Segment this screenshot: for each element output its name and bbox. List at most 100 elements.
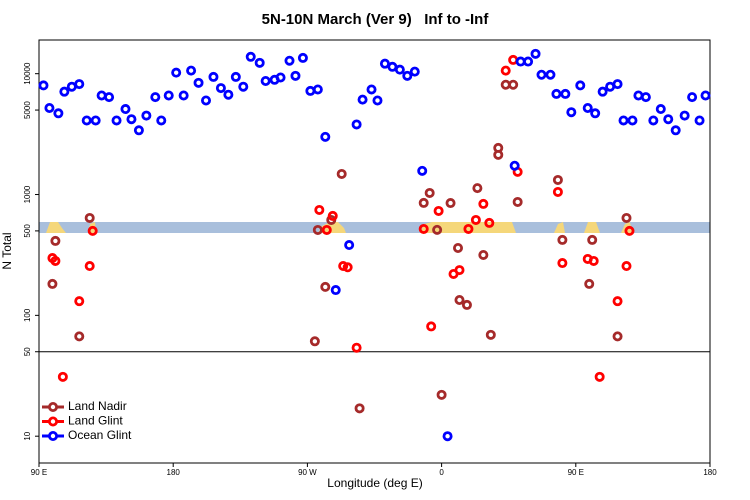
marker: [536, 69, 547, 80]
marker: [663, 114, 674, 125]
marker: [432, 224, 443, 235]
land-strip: [318, 222, 346, 233]
marker: [687, 92, 698, 103]
marker: [238, 81, 249, 92]
marker: [478, 249, 489, 260]
marker: [87, 225, 98, 236]
marker: [402, 70, 413, 81]
y-tick-label: 10000: [23, 62, 32, 85]
marker: [186, 65, 197, 76]
marker: [587, 234, 598, 245]
y-tick-label: 50: [23, 347, 32, 356]
marker: [321, 224, 332, 235]
marker: [557, 234, 568, 245]
marker: [454, 294, 465, 305]
marker: [57, 371, 68, 382]
marker: [453, 242, 464, 253]
marker: [309, 336, 320, 347]
marker: [461, 299, 472, 310]
marker: [597, 86, 608, 97]
marker: [648, 115, 659, 126]
marker: [44, 103, 55, 114]
marker: [612, 296, 623, 307]
marker: [621, 261, 632, 272]
x-tick-label: 180: [703, 468, 717, 477]
marker: [509, 160, 520, 171]
marker: [612, 79, 623, 90]
marker: [223, 89, 234, 100]
legend-label: Land Glint: [68, 414, 123, 428]
y-tick-label: 5000: [23, 101, 32, 119]
marker: [454, 265, 465, 276]
marker: [312, 84, 323, 95]
marker: [588, 255, 599, 266]
marker: [111, 115, 122, 126]
marker: [582, 103, 593, 114]
marker: [530, 48, 541, 59]
marker: [594, 371, 605, 382]
marker: [201, 95, 212, 106]
marker: [84, 261, 95, 272]
marker: [126, 114, 137, 125]
marker: [275, 72, 286, 83]
marker: [552, 186, 563, 197]
y-tick-label: 1000: [23, 185, 32, 203]
marker: [372, 95, 383, 106]
marker: [409, 66, 420, 77]
marker: [590, 108, 601, 119]
x-tick-label: 90 E: [568, 468, 584, 477]
marker: [445, 198, 456, 209]
marker: [470, 214, 481, 225]
ocean-strip: [39, 222, 710, 233]
marker: [47, 278, 58, 289]
marker: [74, 331, 85, 342]
marker: [342, 262, 353, 273]
marker: [545, 69, 556, 80]
marker: [679, 110, 690, 121]
y-axis-label: N Total: [0, 232, 14, 269]
marker: [141, 110, 152, 121]
marker: [624, 225, 635, 236]
plot-frame: [38, 39, 711, 464]
marker: [670, 125, 681, 136]
legend-marker: [48, 430, 59, 441]
marker: [700, 90, 711, 101]
marker: [150, 92, 161, 103]
marker: [627, 115, 638, 126]
marker: [314, 204, 325, 215]
marker: [394, 64, 405, 75]
marker: [74, 79, 85, 90]
marker: [254, 57, 265, 68]
marker: [472, 183, 483, 194]
marker: [290, 70, 301, 81]
land-strip: [46, 222, 66, 233]
marker: [133, 125, 144, 136]
marker: [104, 92, 115, 103]
marker: [74, 296, 85, 307]
marker: [351, 119, 362, 130]
marker: [208, 71, 219, 82]
marker: [551, 88, 562, 99]
x-axis-label: Longitude (deg E): [327, 476, 422, 490]
marker: [297, 52, 308, 63]
marker: [59, 86, 70, 97]
marker: [640, 92, 651, 103]
marker: [552, 174, 563, 185]
marker: [215, 83, 226, 94]
marker: [90, 115, 101, 126]
y-tick-label: 10: [23, 431, 32, 440]
legend-marker: [48, 401, 59, 412]
marker: [418, 197, 429, 208]
legend-marker: [48, 416, 59, 427]
marker: [500, 65, 511, 76]
marker: [81, 115, 92, 126]
marker: [351, 342, 362, 353]
x-tick-label: 90 W: [298, 468, 317, 477]
marker: [163, 90, 174, 101]
map-strip: [39, 222, 710, 233]
marker: [366, 84, 377, 95]
marker: [53, 108, 64, 119]
marker: [618, 115, 629, 126]
